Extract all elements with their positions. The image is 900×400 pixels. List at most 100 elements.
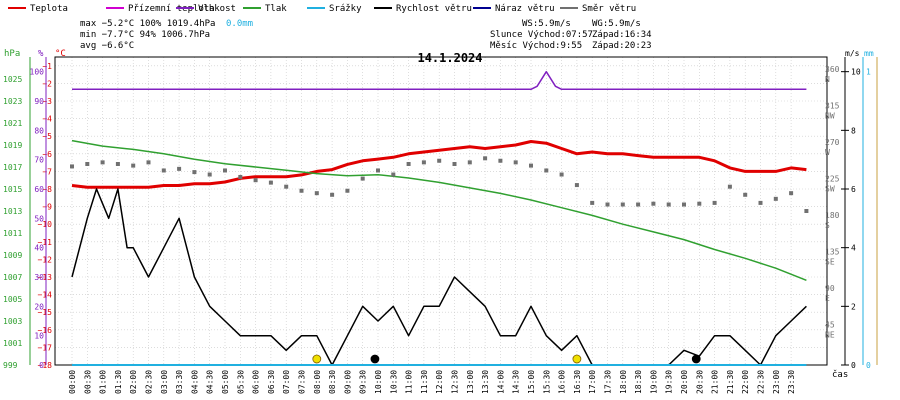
direction-point	[712, 200, 717, 205]
legend-label: Směr větru	[582, 4, 636, 14]
temp-tick-label: −8	[42, 185, 52, 194]
time-tick-label: 04:00	[190, 370, 199, 394]
direction-point	[666, 202, 671, 207]
direction-point	[146, 160, 151, 165]
direction-tick-label: 180	[825, 211, 840, 220]
time-tick-label: 14:30	[512, 370, 521, 394]
moon-marker	[691, 354, 701, 364]
direction-point	[207, 172, 212, 177]
temp-tick-label: −3	[42, 97, 52, 106]
time-tick-label: 01:30	[114, 370, 123, 394]
time-tick-label: 11:00	[405, 370, 414, 394]
time-tick-label: 13:00	[466, 370, 475, 394]
pressure-tick-label: 1003	[3, 317, 22, 326]
time-tick-label: 03:00	[160, 370, 169, 394]
pressure-axis-label: hPa	[4, 49, 20, 59]
pressure-tick-label: 999	[3, 361, 18, 370]
time-tick-label: 20:00	[680, 370, 689, 394]
humidity-tick-label: 100	[30, 68, 45, 77]
stats-rain: 0.0mm	[226, 19, 253, 29]
direction-point	[376, 168, 380, 173]
temp-tick-label: −7	[42, 167, 52, 176]
direction-point	[421, 160, 426, 165]
direction-point	[559, 172, 564, 177]
temp-tick-label: −4	[42, 115, 52, 124]
direction-point	[483, 156, 488, 161]
wind-tick-label: 10	[851, 68, 861, 77]
rain-axis-label: mm	[864, 49, 874, 58]
direction-point	[70, 164, 74, 169]
direction-tick-label: SW	[825, 185, 835, 194]
time-tick-label: 22:00	[741, 370, 750, 394]
pressure-tick-label: 1017	[3, 163, 22, 172]
direction-tick-label: 90	[825, 284, 835, 293]
direction-tick-label: E	[825, 294, 830, 303]
direction-point	[177, 166, 182, 171]
direction-point	[574, 183, 579, 188]
direction-point	[529, 163, 533, 168]
sunrise-text: Slunce Východ:07:57	[490, 30, 593, 40]
temp-tick-label: −5	[42, 132, 52, 141]
direction-point	[697, 201, 702, 206]
direction-tick-label: 135	[825, 248, 840, 257]
time-tick-label: 09:00	[343, 370, 352, 394]
time-tick-label: 07:00	[282, 370, 291, 394]
time-tick-label: 06:00	[252, 370, 261, 394]
time-tick-label: 06:30	[267, 370, 276, 394]
time-tick-label: 18:30	[634, 370, 643, 394]
direction-point	[238, 174, 243, 179]
time-tick-label: 08:30	[328, 370, 337, 394]
time-tick-label: 05:30	[236, 370, 245, 394]
direction-point	[85, 161, 90, 166]
direction-point	[636, 202, 641, 207]
pressure-tick-label: 1025	[3, 75, 22, 84]
sun-marker	[572, 354, 582, 364]
temp-tick-label: −6	[42, 150, 52, 159]
temp-tick-label: −1	[42, 62, 52, 71]
humidity-tick-label: 50	[34, 214, 44, 223]
humidity-tick-label: 90	[34, 97, 44, 106]
direction-point	[513, 160, 518, 165]
wind-tick-label: 4	[851, 244, 856, 253]
direction-point	[360, 176, 365, 181]
direction-point	[605, 202, 610, 207]
time-tick-label: 08:00	[313, 370, 322, 394]
markers	[312, 354, 701, 364]
wind-tick-label: 8	[851, 126, 856, 135]
direction-point	[727, 184, 732, 189]
time-tick-label: 16:30	[573, 370, 582, 394]
pressure-tick-label: 1019	[3, 141, 22, 150]
sun-marker	[312, 354, 322, 364]
time-tick-label: 07:30	[298, 370, 307, 394]
direction-tick-label: W	[825, 148, 830, 157]
time-tick-label: 21:00	[711, 370, 720, 394]
direction-tick-label: SE	[825, 258, 835, 267]
direction-point	[406, 161, 411, 166]
time-tick-label: 23:00	[772, 370, 781, 394]
time-tick-label: 18:00	[619, 370, 628, 394]
legend-label: Přízemní teplota	[128, 4, 215, 14]
legend-label: Srážky	[329, 4, 362, 14]
direction-point	[758, 200, 763, 205]
temp-tick-label: −11	[38, 238, 53, 247]
direction-point	[299, 188, 304, 193]
time-tick-label: 17:00	[588, 370, 597, 394]
sunset-text: Západ:16:34	[592, 30, 652, 40]
pressure-tick-label: 1011	[3, 229, 22, 238]
stats-max: max −5.2°C 100% 1019.4hPa	[80, 19, 215, 29]
time-tick-label: 23:30	[787, 370, 796, 394]
pressure-tick-label: 1023	[3, 97, 22, 106]
moon-marker	[370, 354, 380, 364]
direction-point	[131, 163, 136, 168]
teplota-line	[71, 140, 807, 189]
direction-point	[682, 202, 686, 207]
temp-tick-label: −10	[38, 220, 53, 229]
pressure-tick-label: 1005	[3, 295, 22, 304]
direction-point	[314, 191, 319, 196]
humidity-tick-label: 0	[39, 361, 44, 370]
legend-label: Vlhkost	[198, 4, 236, 14]
moonrise-text: Měsíc Východ:9:55	[490, 41, 582, 51]
direction-point	[452, 161, 457, 166]
moonset-text: Západ:20:23	[592, 41, 652, 51]
